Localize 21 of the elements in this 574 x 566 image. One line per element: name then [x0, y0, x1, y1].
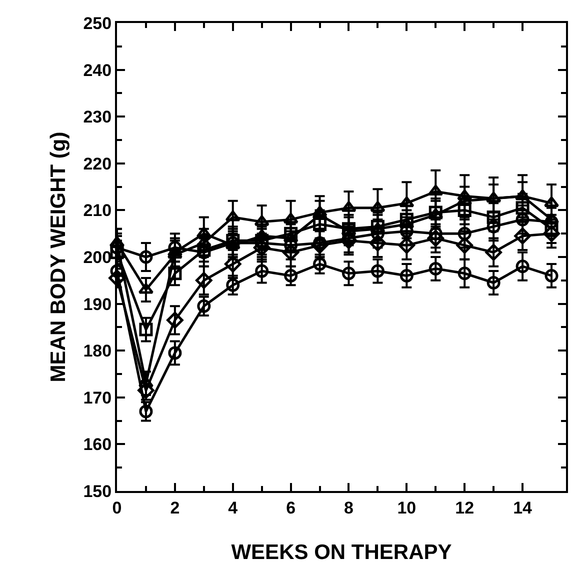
x-tick-label: 12	[455, 498, 474, 518]
x-tick-label: 14	[513, 498, 533, 518]
y-tick-label: 230	[83, 108, 112, 127]
y-tick-label: 160	[83, 435, 112, 454]
x-tick-label: 8	[344, 498, 354, 518]
x-tick-label: 0	[112, 498, 122, 518]
y-tick-label: 250	[83, 14, 112, 33]
y-axis-title: MEAN BODY WEIGHT (g)	[46, 132, 70, 382]
x-tick-label: 6	[286, 498, 296, 518]
y-tick-label: 180	[83, 342, 112, 361]
y-tick-label: 150	[83, 482, 112, 501]
x-axis-title: WEEKS ON THERAPY	[231, 541, 452, 564]
x-tick-label: 10	[397, 498, 416, 518]
y-tick-label: 210	[83, 201, 112, 220]
x-tick-label: 2	[170, 498, 180, 518]
y-tick-label: 240	[83, 60, 112, 80]
y-tick-label: 170	[83, 388, 112, 408]
x-tick-label: 4	[228, 498, 238, 518]
y-tick-label: 220	[83, 154, 112, 174]
y-tick-label: 190	[83, 294, 112, 314]
y-tick-label: 200	[83, 248, 112, 267]
